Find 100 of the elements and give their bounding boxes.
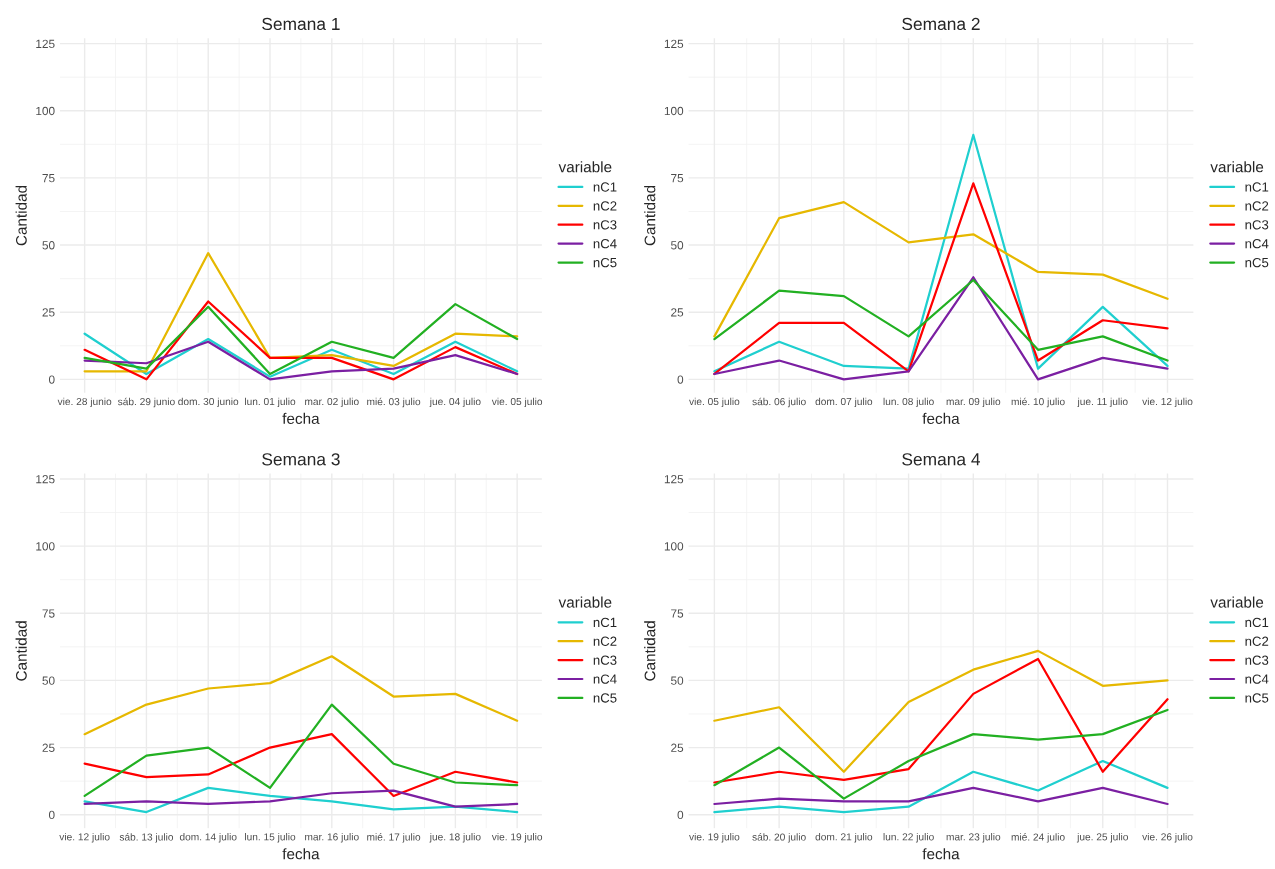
x-tick-label: dom. 07 julio (815, 397, 873, 408)
x-tick-label: mar. 23 julio (946, 833, 1001, 843)
x-tick-label: jue. 18 julio (429, 833, 481, 843)
y-tick-label: 100 (36, 542, 55, 551)
legend-title: variable (558, 161, 612, 173)
x-tick-label: vie. 05 julio (689, 397, 740, 408)
y-axis-title: Cantidad (644, 185, 656, 246)
x-tick-label: jue. 25 julio (1076, 833, 1128, 843)
x-axis-title: fecha (922, 412, 960, 424)
x-tick-label: sáb. 20 julio (752, 833, 806, 843)
legend-label: nC4 (1245, 674, 1269, 684)
line-series (713, 708, 1169, 800)
x-tick-label: lun. 01 julio (245, 397, 296, 408)
x-tick-label: sáb. 06 julio (752, 397, 806, 408)
legend-label: nC5 (593, 257, 617, 268)
legend-label: nC2 (1245, 201, 1269, 211)
line-series (713, 182, 1169, 376)
legend-label: nC1 (1245, 182, 1269, 192)
y-axis-title: Cantidad (15, 621, 27, 681)
line-series (713, 276, 1169, 381)
x-tick-label: mar. 02 julio (305, 397, 359, 408)
x-tick-label: sáb. 29 junio (117, 397, 175, 408)
x-tick-label: jue. 04 julio (429, 397, 481, 408)
x-tick-label: mar. 09 julio (946, 397, 1001, 408)
line-series (713, 200, 1169, 338)
chart-title: Semana 4 (902, 453, 981, 466)
x-tick-label: mié. 17 julio (367, 833, 421, 843)
x-tick-label: lun. 22 julio (883, 833, 934, 843)
x-axis-title: fecha (282, 848, 320, 860)
legend-title: variable (1210, 161, 1264, 173)
x-tick-label: vie. 19 julio (491, 833, 543, 843)
y-tick-label: 125 (664, 39, 684, 48)
line-series (713, 278, 1169, 362)
legend-label: nC2 (593, 636, 617, 646)
x-tick-label: vie. 28 junio (57, 397, 112, 408)
chart-title: Semana 2 (902, 17, 980, 31)
legend-label: nC3 (1245, 220, 1269, 230)
legend-label: nC4 (1245, 239, 1269, 249)
x-axis-title: fecha (922, 848, 960, 860)
x-tick-label: lun. 15 julio (245, 833, 296, 843)
y-tick-label: 25 (671, 743, 684, 752)
y-tick-label: 50 (670, 676, 684, 685)
y-tick-label: 75 (42, 609, 55, 618)
legend-label: nC4 (593, 674, 617, 684)
line-series (713, 786, 1169, 806)
x-tick-label: vie. 26 julio (1142, 833, 1193, 843)
legend-label: nC2 (1245, 636, 1269, 646)
x-tick-label: vie. 12 julio (59, 833, 110, 843)
x-axis-title: fecha (282, 412, 320, 424)
x-tick-label: dom. 30 junio (178, 397, 239, 408)
y-tick-label: 100 (664, 106, 684, 116)
y-tick-label: 25 (42, 743, 55, 752)
legend-label: nC3 (1245, 655, 1269, 665)
y-tick-label: 125 (36, 475, 55, 484)
y-tick-label: 50 (42, 241, 55, 250)
line-series (713, 759, 1169, 814)
x-tick-label: vie. 12 julio (1142, 397, 1193, 408)
legend-label: nC2 (593, 201, 617, 211)
legend-label: nC5 (1245, 693, 1269, 703)
x-tick-label: mié. 03 julio (367, 397, 421, 408)
y-tick-label: 0 (677, 375, 684, 384)
y-tick-label: 100 (664, 542, 684, 551)
legend-label: nC4 (593, 239, 617, 249)
legend-label: nC3 (593, 655, 617, 665)
x-tick-label: mié. 24 julio (1011, 833, 1065, 843)
y-tick-label: 50 (670, 241, 684, 250)
line-series (83, 340, 519, 381)
x-tick-label: vie. 05 julio (491, 397, 543, 408)
y-tick-label: 25 (42, 308, 55, 317)
line-series (713, 133, 1169, 373)
y-tick-label: 50 (42, 676, 55, 685)
y-tick-label: 100 (36, 106, 55, 116)
line-series (83, 703, 519, 798)
y-axis-title: Cantidad (15, 185, 27, 246)
y-tick-label: 75 (671, 609, 684, 618)
x-tick-label: dom. 21 julio (815, 833, 873, 843)
line-series (83, 786, 519, 814)
x-tick-label: mié. 10 julio (1011, 397, 1065, 408)
legend-title: variable (558, 596, 612, 608)
line-series (83, 332, 519, 378)
legend-label: nC1 (1245, 617, 1269, 628)
y-tick-label: 0 (677, 810, 684, 820)
x-tick-label: mar. 16 julio (305, 833, 359, 843)
y-tick-label: 0 (48, 375, 55, 384)
x-tick-label: dom. 14 julio (179, 833, 237, 843)
legend-label: nC5 (1245, 257, 1269, 268)
y-tick-label: 75 (42, 174, 55, 183)
legend-label: nC1 (593, 617, 617, 628)
line-series (83, 655, 519, 736)
y-tick-label: 125 (664, 475, 684, 484)
legend-title: variable (1210, 596, 1264, 608)
line-series (83, 252, 519, 373)
line-series (83, 789, 519, 808)
y-axis-title: Cantidad (644, 621, 656, 681)
line-series (83, 733, 519, 798)
legend-label: nC5 (593, 693, 617, 703)
y-tick-label: 0 (48, 810, 55, 820)
legend-label: nC3 (593, 220, 617, 230)
x-tick-label: lun. 08 julio (883, 397, 934, 408)
x-tick-label: jue. 11 julio (1077, 397, 1128, 408)
